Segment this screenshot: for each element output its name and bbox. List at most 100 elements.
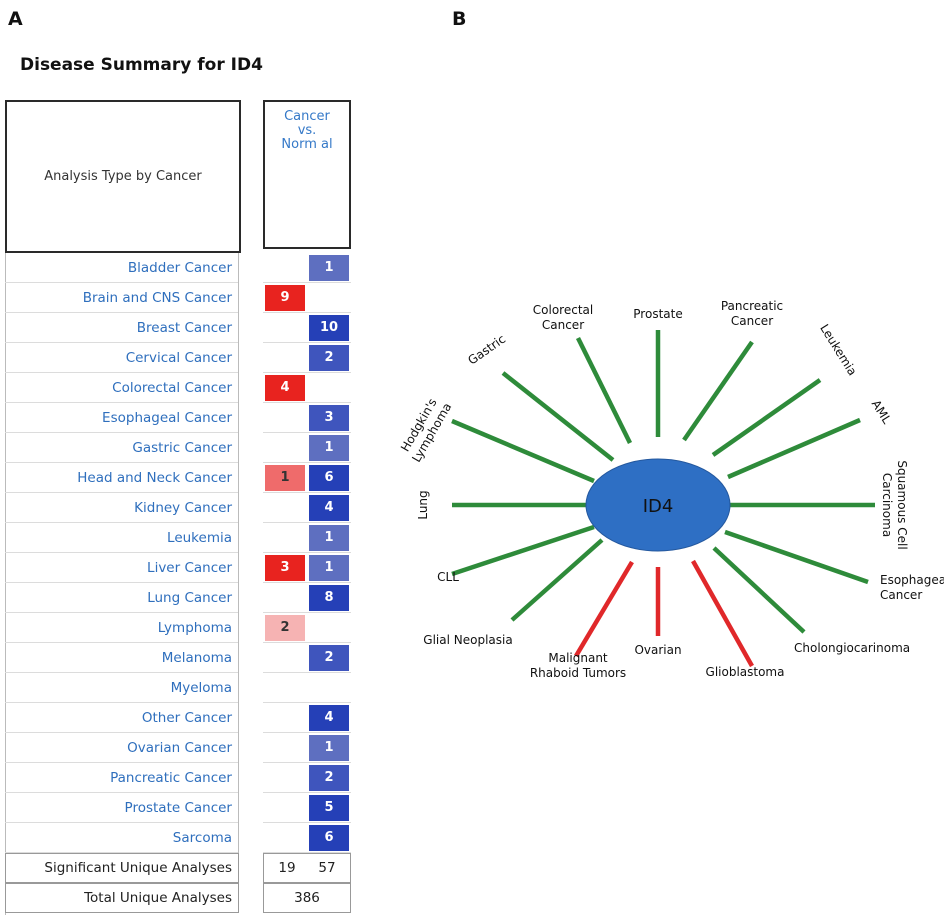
cancer-type-row[interactable]: Brain and CNS Cancer [5, 283, 238, 313]
underexpression-cell[interactable]: 1 [309, 435, 349, 461]
cancer-type-label[interactable]: Prostate Cancer [124, 800, 232, 816]
value-row: 1 [263, 433, 351, 463]
cancer-type-row[interactable]: Prostate Cancer [5, 793, 238, 823]
cancer-type-label[interactable]: Cervical Cancer [125, 350, 232, 366]
cancer-type-label[interactable]: Bladder Cancer [127, 260, 232, 276]
cancer-type-row[interactable]: Gastric Cancer [5, 433, 238, 463]
underexpression-cell[interactable]: 2 [309, 765, 349, 791]
cancer-type-row[interactable]: Kidney Cancer [5, 493, 238, 523]
spoke-label: Colorectal Cancer [533, 303, 593, 332]
overexpression-cell[interactable]: 4 [265, 375, 305, 401]
spoke-down [510, 538, 604, 622]
cancer-type-row[interactable]: Pancreatic Cancer [5, 763, 238, 793]
cancer-vs-normal-column: Cancer vs. Norm al 1 9 10 2 4 3 1 1 6 4 1 3 1 8 2 2 4 1 2 5… [263, 100, 351, 915]
value-row: 1 [263, 523, 351, 553]
cancer-type-label[interactable]: Colorectal Cancer [112, 380, 232, 396]
underexpression-cell[interactable]: 5 [309, 795, 349, 821]
overexpression-cell[interactable]: 1 [265, 465, 305, 491]
cancer-type-row[interactable]: Lymphoma [5, 613, 238, 643]
value-row: 4 [263, 703, 351, 733]
cancer-type-label[interactable]: Gastric Cancer [132, 440, 232, 456]
cancer-type-row[interactable]: Breast Cancer [5, 313, 238, 343]
spoke-label: Gastric [465, 332, 508, 368]
cancer-type-label[interactable]: Esophageal Cancer [102, 410, 232, 426]
cancer-type-row[interactable]: Myeloma [5, 673, 238, 703]
underexpression-cell[interactable]: 3 [309, 405, 349, 431]
overexpression-cell[interactable]: 3 [265, 555, 305, 581]
cancer-type-row[interactable]: Esophageal Cancer [5, 403, 238, 433]
cancer-type-label[interactable]: Myeloma [170, 680, 232, 696]
overexpression-cell[interactable]: 2 [265, 615, 305, 641]
cancer-type-label[interactable]: Lung Cancer [147, 590, 232, 606]
significant-analyses-values: 19 57 [263, 853, 351, 883]
cancer-type-row[interactable]: Other Cancer [5, 703, 238, 733]
spoke-label: Squamous CellCarcinoma [880, 460, 909, 549]
cancer-type-row[interactable]: Leukemia [5, 523, 238, 553]
value-row: 2 [263, 613, 351, 643]
spoke-up [691, 559, 754, 668]
cancer-type-label[interactable]: Head and Neck Cancer [77, 470, 232, 486]
underexpression-cell[interactable]: 4 [309, 495, 349, 521]
spoke-layer [451, 330, 875, 668]
value-row: 5 [263, 793, 351, 823]
cancer-type-row[interactable]: Liver Cancer [5, 553, 238, 583]
value-row: 4 [263, 493, 351, 523]
cancer-type-label[interactable]: Pancreatic Cancer [110, 770, 232, 786]
significant-down-count: 57 [318, 860, 336, 876]
cancer-type-row[interactable]: Colorectal Cancer [5, 373, 238, 403]
cancer-type-label[interactable]: Sarcoma [172, 830, 232, 846]
underexpression-cell[interactable]: 1 [309, 525, 349, 551]
spoke-down [451, 418, 595, 484]
cancer-type-label[interactable]: Breast Cancer [136, 320, 232, 336]
cancer-type-label[interactable]: Other Cancer [141, 710, 232, 726]
spoke-label: AML [869, 397, 894, 426]
cancer-type-label[interactable]: Melanoma [161, 650, 232, 666]
underexpression-cell[interactable]: 10 [309, 315, 349, 341]
spoke-label-line: Pancreatic [721, 299, 783, 313]
cancer-type-row[interactable]: Bladder Cancer [5, 253, 238, 283]
underexpression-cell[interactable]: 2 [309, 645, 349, 671]
spoke-label-line: Malignant [548, 651, 608, 665]
spoke-label-line: Colorectal [533, 303, 593, 317]
significant-analyses-label: Significant Unique Analyses [5, 853, 239, 883]
value-row: 9 [263, 283, 351, 313]
value-row: 6 [263, 823, 351, 853]
cancer-type-row[interactable]: Cervical Cancer [5, 343, 238, 373]
underexpression-cell[interactable]: 1 [309, 555, 349, 581]
overexpression-cell[interactable]: 9 [265, 285, 305, 311]
value-row: 2 [263, 763, 351, 793]
cancer-type-label[interactable]: Ovarian Cancer [127, 740, 232, 756]
underexpression-cell[interactable]: 1 [309, 735, 349, 761]
total-analyses-value: 386 [263, 883, 351, 913]
cancer-type-label[interactable]: Leukemia [167, 530, 232, 546]
cancer-type-row[interactable]: Sarcoma [5, 823, 238, 853]
underexpression-cell[interactable]: 6 [309, 465, 349, 491]
spoke-label-line: Squamous Cell [895, 460, 909, 549]
cancer-type-label[interactable]: Liver Cancer [147, 560, 232, 576]
cancer-type-label[interactable]: Brain and CNS Cancer [82, 290, 232, 306]
underexpression-cell[interactable]: 1 [309, 255, 349, 281]
value-row: 3 [263, 403, 351, 433]
spoke-down [451, 524, 595, 577]
spoke-label: Glioblastoma [706, 665, 785, 679]
cancer-type-row[interactable]: Melanoma [5, 643, 238, 673]
underexpression-cell[interactable]: 6 [309, 825, 349, 851]
cancer-type-row[interactable]: Lung Cancer [5, 583, 238, 613]
spoke-label: Leukemia [817, 322, 859, 378]
cancer-type-row[interactable]: Ovarian Cancer [5, 733, 238, 763]
spoke-down [575, 337, 633, 444]
header-line: Norm al [281, 137, 333, 152]
underexpression-cell[interactable]: 8 [309, 585, 349, 611]
cancer-type-label[interactable]: Kidney Cancer [134, 500, 232, 516]
underexpression-cell[interactable]: 4 [309, 705, 349, 731]
spoke-label-line: Cancer [542, 318, 584, 332]
underexpression-cell[interactable]: 2 [309, 345, 349, 371]
significant-up-count: 19 [278, 860, 296, 876]
significant-label-text: Significant Unique Analyses [44, 860, 232, 876]
value-row: 2 [263, 343, 351, 373]
cancer-type-label[interactable]: Lymphoma [157, 620, 232, 636]
cancer-type-row[interactable]: Head and Neck Cancer [5, 463, 238, 493]
